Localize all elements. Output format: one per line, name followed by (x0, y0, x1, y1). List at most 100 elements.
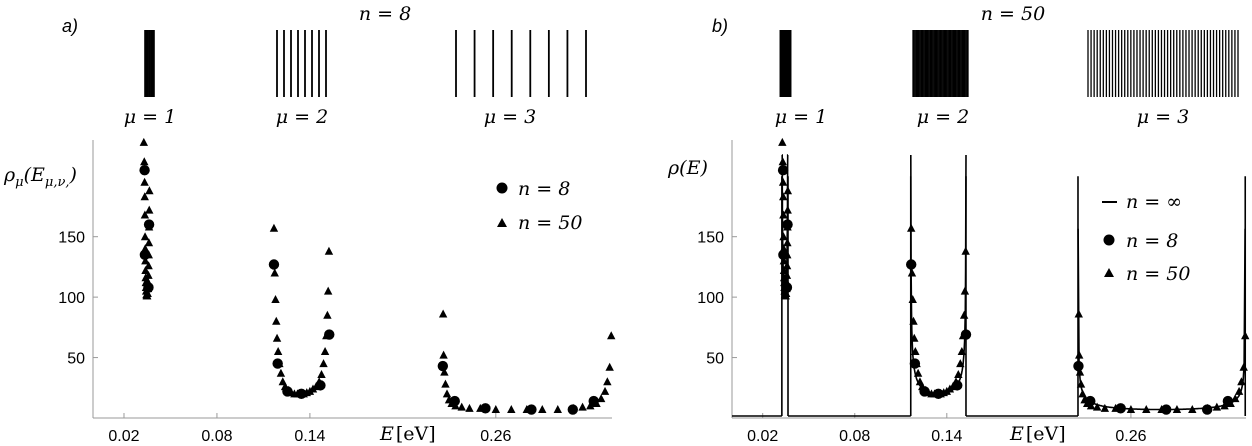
curve-band-2 (910, 154, 967, 395)
panel-a-ylabel-arg: (E (24, 164, 45, 186)
x-tick-label: 0.02 (108, 428, 139, 445)
data-point-triangle (275, 359, 284, 368)
data-point-circle (906, 259, 917, 270)
data-point-triangle (1237, 377, 1246, 386)
data-point-circle (1073, 360, 1084, 372)
panel-b-xlabel-var: E (1009, 423, 1024, 445)
data-point-triangle (910, 333, 919, 342)
data-point-triangle (778, 177, 788, 186)
data-point-triangle (782, 284, 791, 293)
data-point-triangle (1078, 389, 1087, 398)
data-point-triangle (269, 223, 279, 232)
data-point-triangle (507, 405, 516, 414)
data-point-triangle (783, 205, 792, 214)
data-point-triangle (954, 369, 963, 378)
data-point-triangle (522, 405, 531, 414)
data-point-triangle (144, 270, 153, 279)
panel-a-spectrum-bars (144, 30, 587, 97)
panel-b-title: n = 50 (981, 3, 1045, 25)
data-point-triangle (442, 389, 452, 398)
y-tick-label: 50 (706, 351, 724, 368)
y-tick-label: 100 (58, 290, 85, 307)
data-point-triangle (439, 350, 448, 359)
data-point-triangle (323, 286, 333, 295)
data-point-triangle (1172, 405, 1182, 414)
data-point-triangle (276, 368, 286, 377)
panel-a-title: n = 8 (359, 3, 411, 25)
data-point-triangle (319, 359, 328, 368)
data-point-triangle (957, 347, 967, 356)
data-point-triangle (141, 266, 150, 275)
data-point-triangle (144, 278, 153, 287)
data-point-triangle (144, 261, 153, 270)
data-point-triangle (441, 379, 450, 388)
data-point-triangle (140, 177, 149, 186)
panel-b-points (777, 137, 1250, 415)
panel-b-legend-ninf: n = ∞ (1126, 191, 1182, 213)
data-point-triangle (912, 359, 921, 368)
data-point-triangle (578, 402, 587, 411)
data-point-triangle (778, 137, 787, 146)
data-point-triangle (1203, 403, 1212, 412)
data-point-circle (139, 165, 150, 176)
data-point-triangle (272, 333, 282, 342)
data-point-triangle (958, 331, 968, 340)
y-tick-label: 150 (697, 230, 724, 247)
data-point-triangle (783, 238, 792, 247)
data-point-triangle (961, 246, 970, 255)
data-point-triangle (476, 403, 485, 412)
data-point-triangle (144, 222, 154, 231)
data-point-triangle (782, 278, 791, 287)
data-point-triangle (1234, 386, 1244, 395)
data-point-triangle (141, 244, 150, 253)
data-point-triangle (605, 362, 614, 371)
panel-b-ticks: 0.02 0.08 0.14 0.26 50 100 150 (697, 230, 1146, 445)
data-point-triangle (603, 377, 612, 386)
data-point-triangle (324, 246, 334, 255)
data-point-triangle (1231, 394, 1240, 403)
data-point-triangle (1086, 401, 1096, 410)
data-point-triangle (948, 382, 958, 391)
data-point-triangle (140, 210, 150, 219)
panel-b-legend-triangle-marker (1104, 268, 1114, 277)
data-point-triangle (600, 386, 610, 395)
data-point-triangle (586, 401, 595, 410)
data-point-triangle (1239, 362, 1248, 371)
panel-a-ylabel-sub: μ (15, 175, 23, 190)
panel-b-x-axis-label: E [eV] (1009, 423, 1066, 445)
data-point-triangle (145, 205, 154, 214)
data-point-circle (777, 165, 789, 176)
y-tick-label: 150 (58, 230, 85, 247)
panel-a-xlabel-var: E (379, 423, 394, 445)
data-point-triangle (270, 268, 279, 277)
data-point-triangle (1092, 402, 1102, 411)
panel-a-legend-circle-marker (496, 182, 508, 194)
panel-b-legend-circle-marker (1103, 234, 1115, 246)
data-point-triangle (1111, 403, 1120, 412)
panel-b-spectrum-bars (779, 30, 1239, 97)
y-tick-label: 100 (697, 290, 724, 307)
panel-a-legend-n8: n = 8 (518, 178, 570, 200)
panel-a-band-label-3: μ = 3 (484, 106, 536, 128)
panel-b-band-label-2: μ = 2 (917, 106, 969, 128)
data-point-triangle (782, 270, 792, 279)
panel-a-legend-n50: n = 50 (518, 212, 582, 234)
data-point-triangle (143, 284, 153, 293)
panel-a-ticks: 0.02 0.08 0.14 0.26 50 100 150 (58, 230, 511, 445)
data-point-triangle (271, 295, 280, 304)
data-point-triangle (457, 402, 466, 411)
panel-a-ylabel-main: ρ (3, 164, 16, 186)
panel-a-legend-triangle-marker (497, 218, 507, 227)
panel-a-label: a) (62, 16, 78, 36)
data-point-circle (268, 259, 280, 270)
data-point-triangle (1212, 402, 1222, 411)
data-point-triangle (140, 157, 149, 166)
x-tick-label: 0.14 (931, 428, 962, 445)
data-point-triangle (951, 377, 961, 386)
data-point-triangle (956, 359, 965, 368)
data-point-triangle (1076, 379, 1086, 388)
data-point-triangle (1100, 403, 1110, 412)
data-point-triangle (553, 405, 562, 414)
data-point-triangle (778, 157, 787, 166)
